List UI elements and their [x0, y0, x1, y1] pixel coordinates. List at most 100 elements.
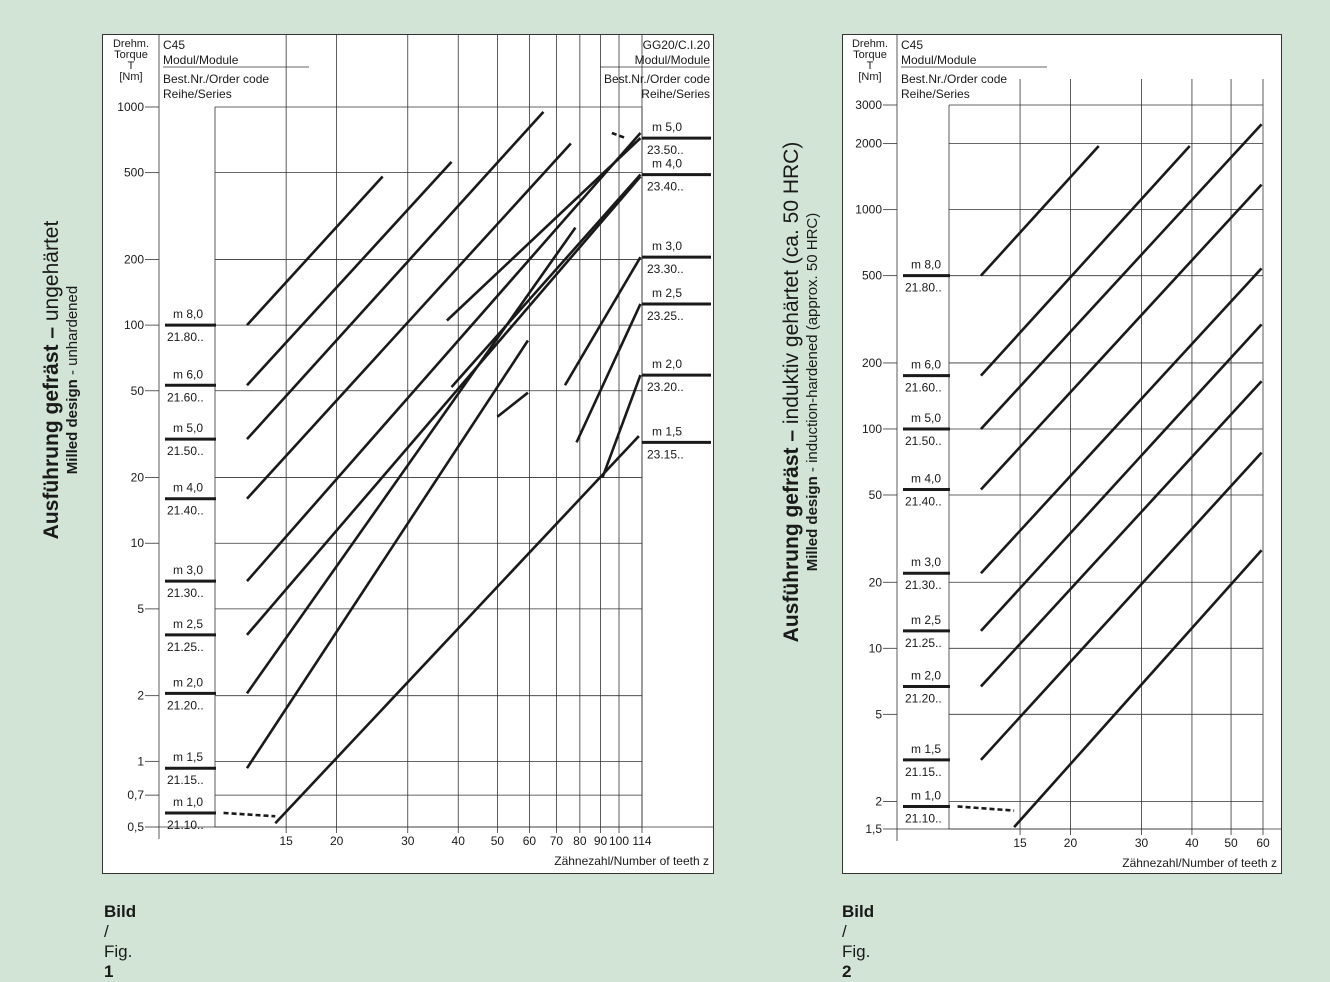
fig1-module-label: m 4,0 [173, 481, 203, 495]
fig2-y-tick-label: 1000 [855, 203, 882, 217]
fig1-y-tick-label: 50 [131, 384, 145, 398]
fig2-module-label: m 2,0 [911, 668, 941, 682]
fig2-y-tick-label: 2 [875, 795, 882, 809]
fig1-order-code-label: 21.25.. [167, 640, 204, 654]
fig2-y-tick-label: 5 [875, 707, 882, 721]
fig2-module-label: m 2,5 [911, 613, 941, 627]
fig1-y-tick-label: 0,5 [127, 820, 144, 834]
fig1-module-label: m 1,0 [173, 795, 203, 809]
fig1-module-label: m 8,0 [173, 307, 203, 321]
fig1-series-line [247, 228, 575, 694]
fig2-chart-svg: 15 20 30 40 50 60 1,5 2 5 10 20 50 100 200 500 1000 2000… [843, 35, 1281, 873]
fig2-order-code-label: 21.40.. [905, 494, 942, 508]
fig1-order-code-label: 21.10.. [167, 818, 204, 832]
fig1-right-order-code-label: 23.40.. [647, 180, 684, 194]
fig2-y-tick-label: 3000 [855, 98, 882, 112]
fig2-module-label: m 1,0 [911, 788, 941, 802]
fig1-x-tick-label: 114 [632, 834, 651, 848]
fig1-side-title-rest: ungehärtet [40, 221, 63, 327]
fig2-side-title-rest: induktiv gehärtet (ca. 50 HRC) [780, 142, 803, 430]
fig1-caption: Bild / Fig. 1 [104, 902, 136, 982]
fig2-module-label: m 1,5 [911, 742, 941, 756]
fig1-y-tick-label: 1 [137, 754, 144, 768]
fig2-x-tick-label: 60 [1256, 836, 1270, 850]
fig1-y-tick-label: 200 [124, 252, 144, 266]
fig1-module-label: m 3,0 [173, 563, 203, 577]
fig1-x-tick-label: 90 [594, 834, 608, 848]
fig1-right-module-label: m 2,0 [652, 357, 682, 371]
fig1-right-order-code-label: 23.50.. [647, 143, 684, 157]
fig1-series-line [452, 175, 641, 387]
fig1-dashed-extension [224, 813, 276, 816]
fig2-x-tick-label: 20 [1064, 836, 1078, 850]
fig1-chart-svg: 15 20 30 40 50 60 70 80 90 100 1140,50,71251020501… [103, 35, 713, 873]
fig1-x-tick-label: 70 [550, 834, 564, 848]
fig2-caption: Bild / Fig. 2 [842, 902, 874, 982]
fig2-dashed-extension [958, 806, 1015, 810]
fig2-order-code-label: 21.20.. [905, 691, 942, 705]
fig2-side-subtitle-rest: - induction-hardened (approx. 50 HRC) [804, 213, 821, 476]
fig1-module-label: m 6,0 [173, 367, 203, 381]
fig1-order-code-label: 21.15.. [167, 773, 204, 787]
fig2-panel: 15 20 30 40 50 60 1,5 2 5 10 20 50 100 200 500 1000 2000… [842, 34, 1282, 874]
fig1-series-line [447, 138, 641, 320]
fig1-right-order-code-label: 23.20.. [647, 380, 684, 394]
fig2-module-label: m 8,0 [911, 258, 941, 272]
fig1-module-label: m 5,0 [173, 421, 203, 435]
fig1-x-tick-label: 50 [491, 834, 505, 848]
fig2-x-tick-label: 50 [1224, 836, 1238, 850]
fig1-order-code-label: 21.50.. [167, 444, 204, 458]
fig1-side-subtitle-bold: Milled design [64, 379, 81, 474]
fig1-right-order-code-label: 23.15.. [647, 447, 684, 461]
fig1-module-label: m 1,5 [173, 750, 203, 764]
fig1-order-code-label: 21.30.. [167, 586, 204, 600]
fig2-caption-bild: Bild [842, 902, 874, 921]
fig1-x-tick-label: 100 [609, 834, 629, 848]
fig1-x-tick-label: 15 [279, 834, 293, 848]
fig1-right-order-code-label: 23.25.. [647, 309, 684, 323]
fig1-y-tick-label: 10 [131, 536, 145, 550]
fig1-x-tick-label: 60 [523, 834, 537, 848]
fig1-caption-num: 1 [104, 962, 113, 981]
fig1-series-line [247, 177, 640, 635]
fig1-right-module-label: m 3,0 [652, 239, 682, 253]
fig1-y-tick-label: 2 [137, 689, 144, 703]
fig2-left-order-header: Best.Nr./Order code [901, 72, 1007, 86]
fig2-side-subtitle-bold: Milled design [804, 476, 821, 571]
fig2-y-tick-label: 500 [862, 269, 882, 283]
fig2-series-line [981, 124, 1262, 429]
fig1-x-tick-label: 40 [452, 834, 466, 848]
fig2-side-title-bold: Ausführung gefräst – [780, 430, 803, 642]
fig1-left-series-header: Reihe/Series [163, 87, 232, 101]
fig2-order-code-label: 21.10.. [905, 811, 942, 825]
fig1-right-module-label: m 4,0 [652, 157, 682, 171]
fig1-module-label: m 2,5 [173, 617, 203, 631]
fig1-series-line [247, 177, 383, 326]
fig1-right-order-header: Best.Nr./Order code [604, 72, 710, 86]
fig1-y-tick-label: 500 [124, 166, 144, 180]
fig2-left-material: C45 [901, 38, 923, 52]
fig2-caption-num: 2 [842, 962, 851, 981]
fig1-y-tick-label: 20 [131, 471, 145, 485]
fig1-series-line [247, 162, 452, 385]
fig2-side-title: Ausführung gefräst – induktiv gehärtet (… [780, 12, 821, 772]
fig2-order-code-label: 21.60.. [905, 381, 942, 395]
fig1-caption-bild: Bild [104, 902, 136, 921]
fig2-y-tick-label: 10 [869, 641, 883, 655]
fig2-series-line [981, 324, 1262, 631]
fig2-series-line [981, 146, 1190, 376]
fig1-module-label: m 2,0 [173, 675, 203, 689]
fig1-y-tick-label: 100 [124, 318, 144, 332]
fig1-x-tick-label: 30 [401, 834, 415, 848]
fig1-right-module-header: Modul/Module [635, 53, 711, 67]
fig2-torque-header-line: [Nm] [858, 71, 881, 83]
fig2-x-tick-label: 30 [1135, 836, 1149, 850]
fig2-y-tick-label: 2000 [855, 137, 882, 151]
fig1-x-tick-label: 80 [573, 834, 587, 848]
fig1-right-series-header: Reihe/Series [641, 87, 710, 101]
fig2-series-line [981, 453, 1262, 760]
fig1-panel: 15 20 30 40 50 60 70 80 90 100 114 0,5 0,7 1 2 5 10 20 50 1… [102, 34, 714, 874]
fig1-torque-header-line: [Nm] [119, 71, 142, 83]
fig1-left-material: C45 [163, 38, 185, 52]
fig2-order-code-label: 21.30.. [905, 578, 942, 592]
